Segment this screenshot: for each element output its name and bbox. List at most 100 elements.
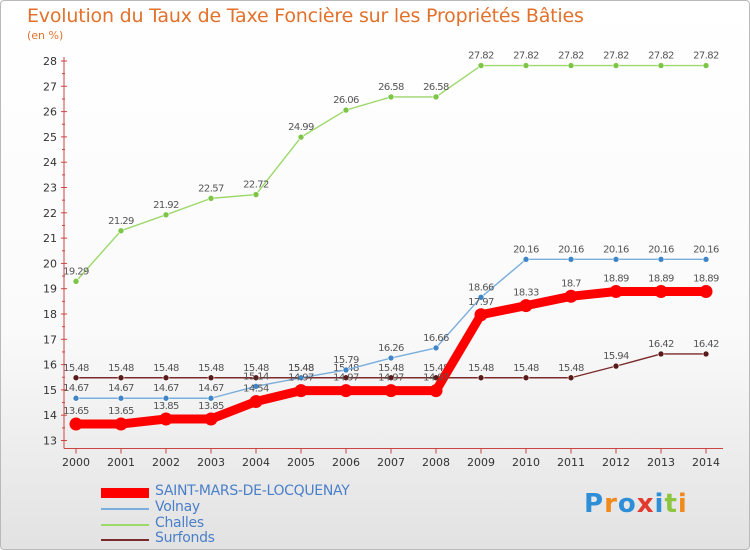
x-tick-label: 2002 (152, 456, 180, 469)
data-point-surfonds (522, 374, 530, 382)
data-label-challes: 27.82 (513, 51, 539, 62)
data-point-volnay (612, 256, 620, 263)
logo-letter: t (664, 489, 678, 519)
y-tick-label: 18 (43, 308, 57, 321)
legend-swatch (101, 539, 149, 541)
y-tick-label: 25 (43, 131, 57, 144)
data-label-surfonds: 15.48 (513, 363, 539, 374)
data-label-volnay: 16.66 (423, 333, 449, 344)
y-tick-label: 26 (43, 106, 57, 119)
data-point-volnay (522, 256, 530, 263)
y-tick-label: 13 (43, 435, 57, 448)
data-label-surfonds: 16.42 (693, 339, 719, 350)
y-tick-label: 24 (43, 156, 57, 169)
y-tick-label: 14 (43, 409, 57, 422)
data-point-volnay (297, 374, 305, 382)
x-tick-label: 2005 (287, 456, 315, 469)
data-label-surfonds: 15.48 (153, 363, 179, 374)
data-label-challes: 24.99 (288, 122, 314, 133)
data-label-surfonds: 15.48 (378, 363, 404, 374)
data-point-surfonds (612, 362, 620, 370)
y-tick-label: 27 (43, 80, 57, 93)
data-point-surfonds (387, 374, 395, 382)
data-point-saint-mars-de-locquenay (429, 384, 443, 398)
data-point-challes (342, 106, 350, 114)
data-label-challes: 21.29 (108, 216, 134, 227)
legend-swatch (101, 488, 149, 498)
data-label-saint-mars-de-locquenay: 13.85 (153, 401, 179, 412)
legend-label: SAINT-MARS-DE-LOCQUENAY (155, 483, 350, 499)
data-point-volnay (432, 344, 440, 352)
data-label-volnay: 16.26 (378, 343, 404, 354)
data-label-surfonds: 15.48 (288, 363, 314, 374)
data-label-surfonds: 15.94 (603, 351, 629, 362)
y-tick-label: 23 (43, 182, 57, 195)
data-label-volnay: 20.16 (603, 244, 629, 255)
proxiti-logo: Proxiti (584, 489, 688, 519)
legend-label: Challes (155, 515, 204, 531)
x-tick-label: 2011 (557, 456, 585, 469)
y-tick-label: 15 (43, 384, 57, 397)
data-point-challes (207, 195, 215, 202)
data-label-volnay: 14.67 (198, 383, 224, 394)
data-point-surfonds (117, 374, 125, 382)
data-label-saint-mars-de-locquenay: 14.97 (378, 373, 404, 384)
data-label-saint-mars-de-locquenay: 18.33 (513, 288, 539, 299)
data-label-volnay: 14.67 (108, 383, 134, 394)
y-tick-label: 28 (43, 55, 57, 68)
data-point-surfonds (252, 374, 260, 382)
data-point-challes (117, 227, 125, 235)
data-label-surfonds: 15.48 (198, 363, 224, 374)
data-point-saint-mars-de-locquenay (474, 308, 488, 322)
data-point-volnay (567, 256, 575, 263)
data-label-challes: 26.58 (378, 82, 404, 93)
y-tick-label: 20 (43, 257, 57, 270)
x-tick-label: 2008 (422, 456, 450, 469)
data-label-surfonds: 15.48 (63, 363, 89, 374)
data-point-volnay (252, 383, 260, 390)
data-label-saint-mars-de-locquenay: 17.97 (468, 297, 494, 308)
data-point-challes (477, 62, 485, 69)
data-point-saint-mars-de-locquenay (294, 384, 308, 398)
data-label-surfonds: 15.48 (423, 363, 449, 374)
data-point-volnay (207, 394, 215, 402)
data-point-surfonds (657, 350, 665, 358)
y-tick-label: 21 (43, 232, 57, 245)
data-point-challes (72, 278, 80, 285)
data-label-challes: 22.57 (198, 183, 224, 194)
data-point-challes (657, 62, 665, 69)
y-tick-label: 16 (43, 359, 57, 372)
data-label-saint-mars-de-locquenay: 13.65 (108, 406, 134, 417)
data-label-volnay: 20.16 (648, 244, 674, 255)
data-point-saint-mars-de-locquenay (654, 284, 668, 298)
data-label-challes: 26.06 (333, 95, 359, 106)
x-tick-label: 2014 (692, 456, 720, 469)
data-point-volnay (72, 394, 80, 402)
chart-title: Evolution du Taux de Taxe Foncière sur l… (27, 5, 584, 27)
data-label-challes: 27.82 (603, 51, 629, 62)
data-label-volnay: 18.66 (468, 282, 494, 293)
data-label-challes: 26.58 (423, 82, 449, 93)
data-label-volnay: 20.16 (693, 244, 719, 255)
data-point-volnay (387, 354, 395, 362)
data-label-volnay: 14.67 (63, 383, 89, 394)
data-label-volnay: 20.16 (558, 244, 584, 255)
data-point-challes (702, 62, 710, 69)
legend-label: Surfonds (155, 530, 215, 546)
data-point-volnay (117, 394, 125, 402)
x-tick-label: 2001 (107, 456, 135, 469)
data-point-surfonds (342, 374, 350, 382)
data-label-surfonds: 15.48 (558, 363, 584, 374)
x-tick-label: 2000 (62, 456, 90, 469)
data-point-saint-mars-de-locquenay (249, 395, 263, 409)
data-point-volnay (162, 394, 170, 402)
data-label-volnay: 15.14 (243, 371, 269, 382)
data-point-saint-mars-de-locquenay (519, 299, 533, 313)
data-label-surfonds: 16.42 (648, 339, 674, 350)
data-label-surfonds: 15.48 (468, 363, 494, 374)
legend-swatch (101, 508, 149, 510)
logo-letter: x (636, 489, 655, 519)
data-label-challes: 27.82 (558, 51, 584, 62)
